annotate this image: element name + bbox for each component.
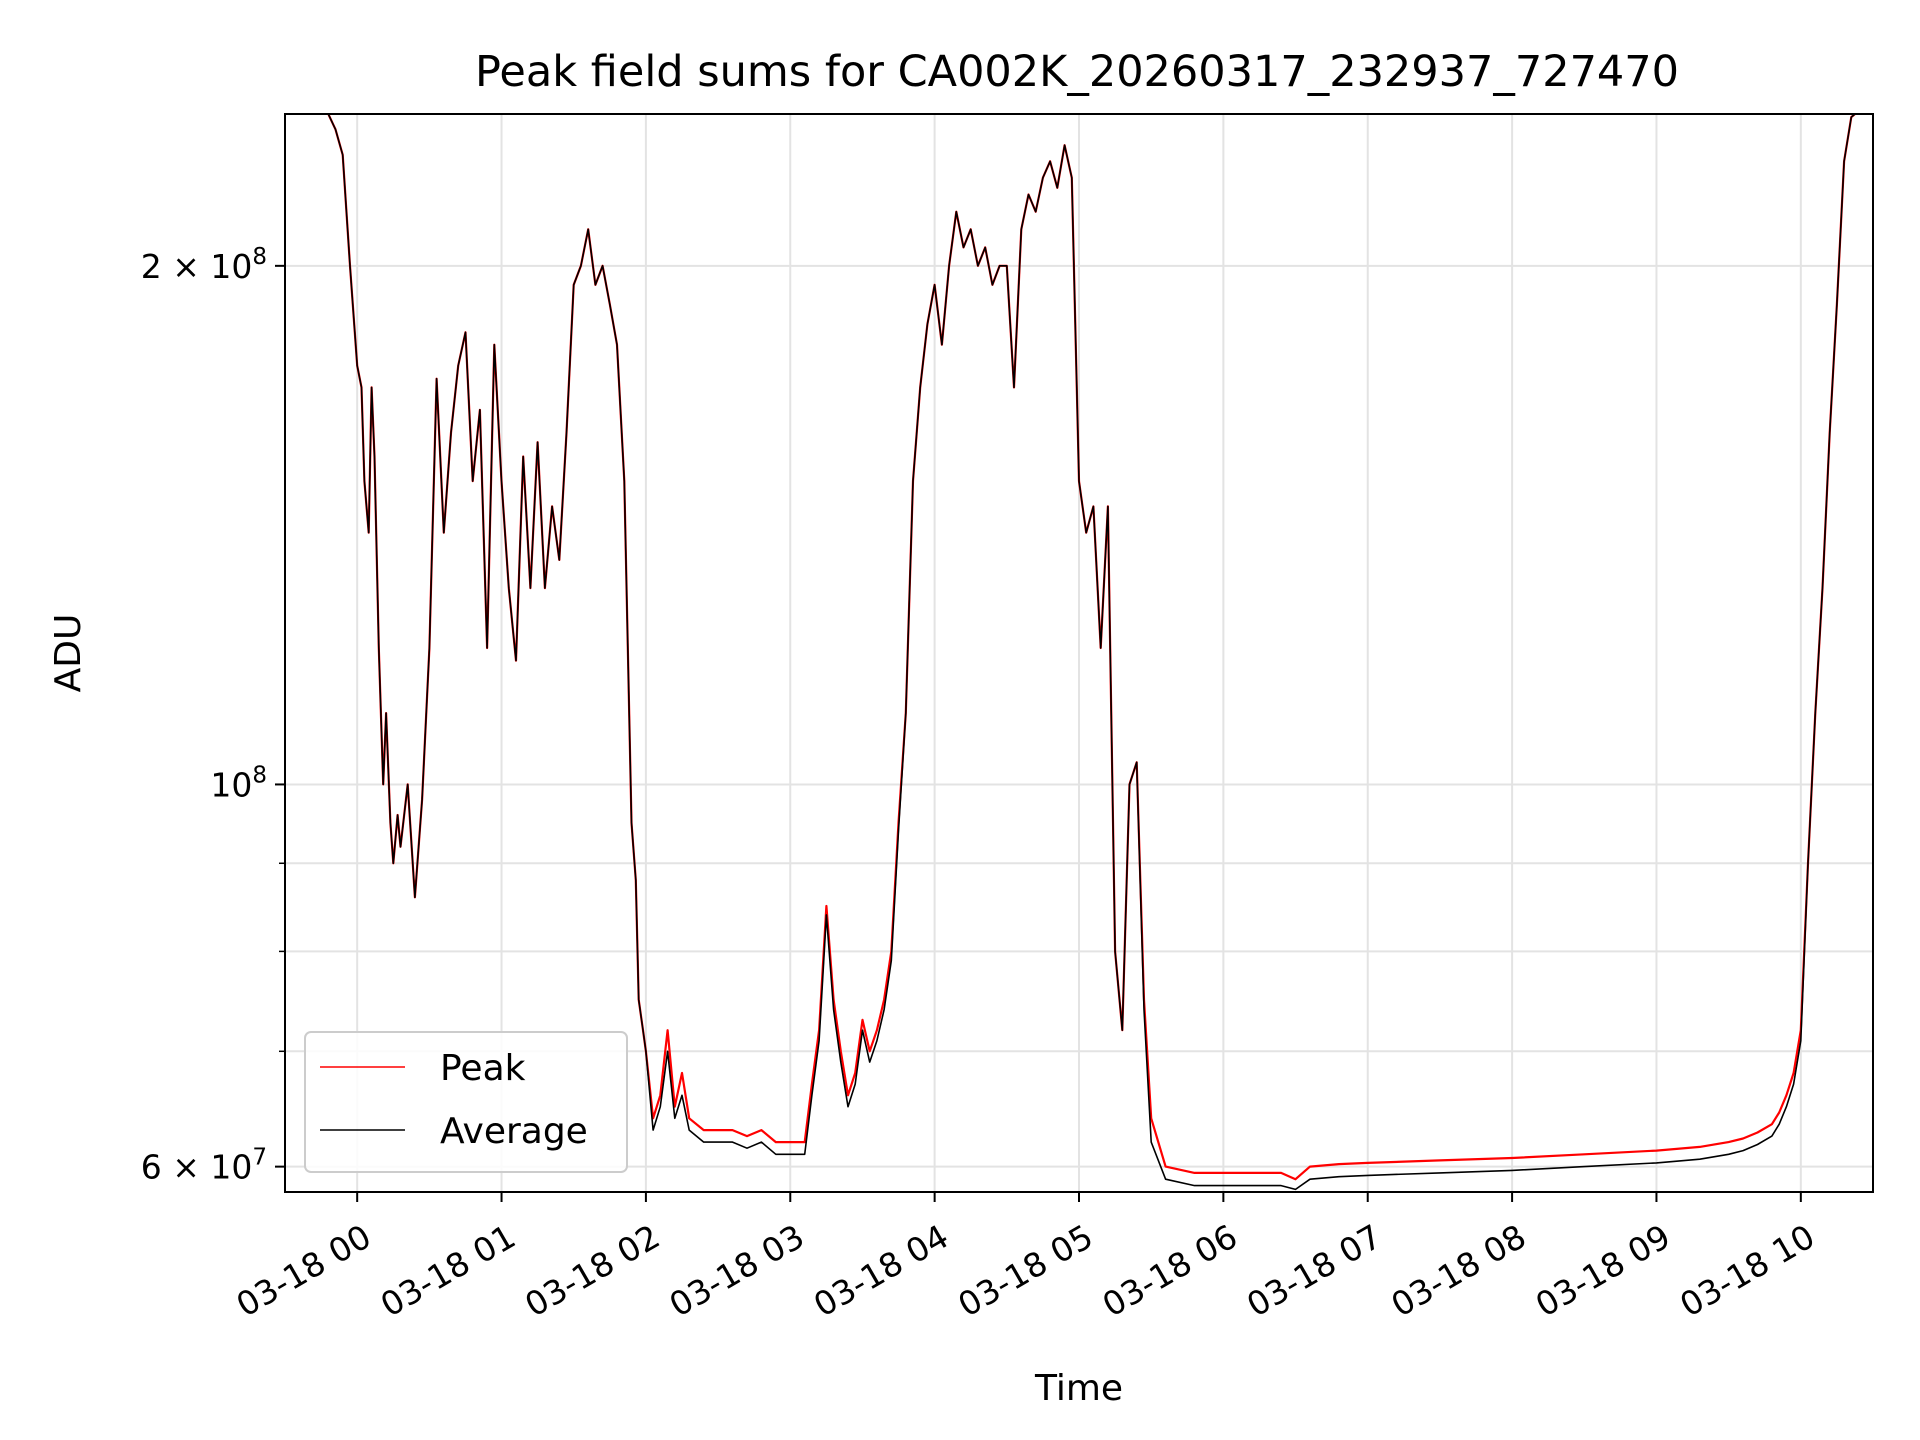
data-series — [322, 114, 1857, 1191]
legend: Peak Average — [304, 1031, 628, 1173]
y-tick-label: 6 × 107 — [141, 1145, 267, 1187]
chart-title: Peak field sums for CA002K_20260317_2329… — [475, 47, 1679, 97]
series-line-average — [324, 114, 1857, 1191]
x-axis-label: Time — [1034, 1368, 1123, 1409]
y-tick-label: 108 — [210, 762, 267, 804]
y-axis-ticks: 6 × 107 108 2 × 108 — [141, 244, 285, 1187]
y-tick-label: 2 × 108 — [141, 244, 267, 286]
legend-label-average: Average — [440, 1111, 588, 1152]
legend-label-peak: Peak — [440, 1048, 526, 1089]
y-axis-label: ADU — [48, 614, 89, 693]
